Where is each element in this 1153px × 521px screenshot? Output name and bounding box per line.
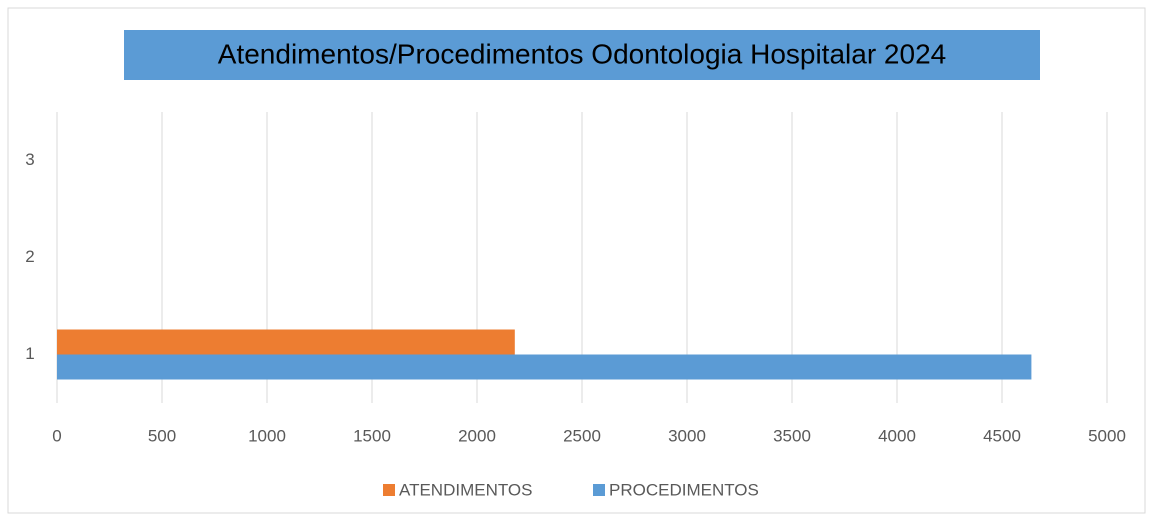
x-tick-label: 5000 <box>1088 426 1126 445</box>
y-tick-label: 3 <box>25 150 34 169</box>
x-tick-label: 2500 <box>563 426 601 445</box>
bar <box>57 354 1032 380</box>
x-tick-label: 3500 <box>773 426 811 445</box>
x-tick-label: 0 <box>52 426 61 445</box>
x-tick-label: 1000 <box>248 426 286 445</box>
legend-label: PROCEDIMENTOS <box>609 480 759 499</box>
y-tick-label: 2 <box>25 247 34 266</box>
chart-title: Atendimentos/Procedimentos Odontologia H… <box>218 38 946 69</box>
x-tick-label: 1500 <box>353 426 391 445</box>
x-tick-label: 4000 <box>878 426 916 445</box>
x-tick-label: 2000 <box>458 426 496 445</box>
legend-swatch <box>593 484 605 496</box>
legend-label: ATENDIMENTOS <box>399 480 533 499</box>
chart-frame <box>7 7 1146 514</box>
legend-swatch <box>383 484 395 496</box>
y-tick-label: 1 <box>25 344 34 363</box>
x-tick-label: 3000 <box>668 426 706 445</box>
x-tick-label: 4500 <box>983 426 1021 445</box>
bar <box>57 329 515 355</box>
x-tick-label: 500 <box>148 426 176 445</box>
title-box <box>124 30 1040 80</box>
